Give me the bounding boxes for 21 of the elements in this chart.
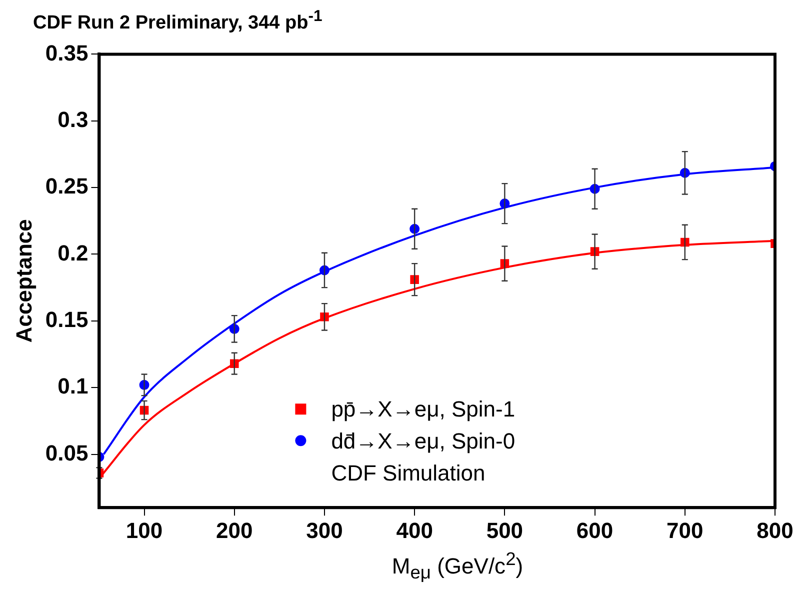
x-tick-label: 500 <box>486 518 524 543</box>
legend-label: pp̄→X→eμ, Spin-1 <box>331 396 516 422</box>
y-tick-label: 0.1 <box>58 374 88 399</box>
x-tick-label: 100 <box>126 518 163 543</box>
y-axis-title: Acceptance <box>11 219 36 343</box>
y-tick-label: 0.25 <box>45 174 88 199</box>
x-tick-label: 300 <box>306 518 343 543</box>
annotation: CDF Simulation <box>331 460 486 486</box>
x-tick-label: 200 <box>216 518 253 543</box>
y-tick-label: 0.35 <box>45 40 88 66</box>
y-tick-label: 0.2 <box>58 240 88 266</box>
chart-title: CDF Run 2 Preliminary, 344 pb$^{-1}$ <box>32 8 324 36</box>
y-tick-label: 0.05 <box>45 440 88 466</box>
x-tick-label: 800 <box>756 518 794 543</box>
y-tick-label: 0.15 <box>45 306 88 332</box>
x-tick-label: 600 <box>576 518 614 543</box>
x-tick-label: 700 <box>666 518 704 543</box>
x-tick-label: 400 <box>396 518 433 543</box>
y-tick-label: 0.3 <box>58 106 88 132</box>
x-axis-title: M$_{eμ}$ (GeV/c$^{2}$) <box>390 548 524 584</box>
legend-label: dd̄→X→eμ, Spin-0 <box>331 428 516 454</box>
